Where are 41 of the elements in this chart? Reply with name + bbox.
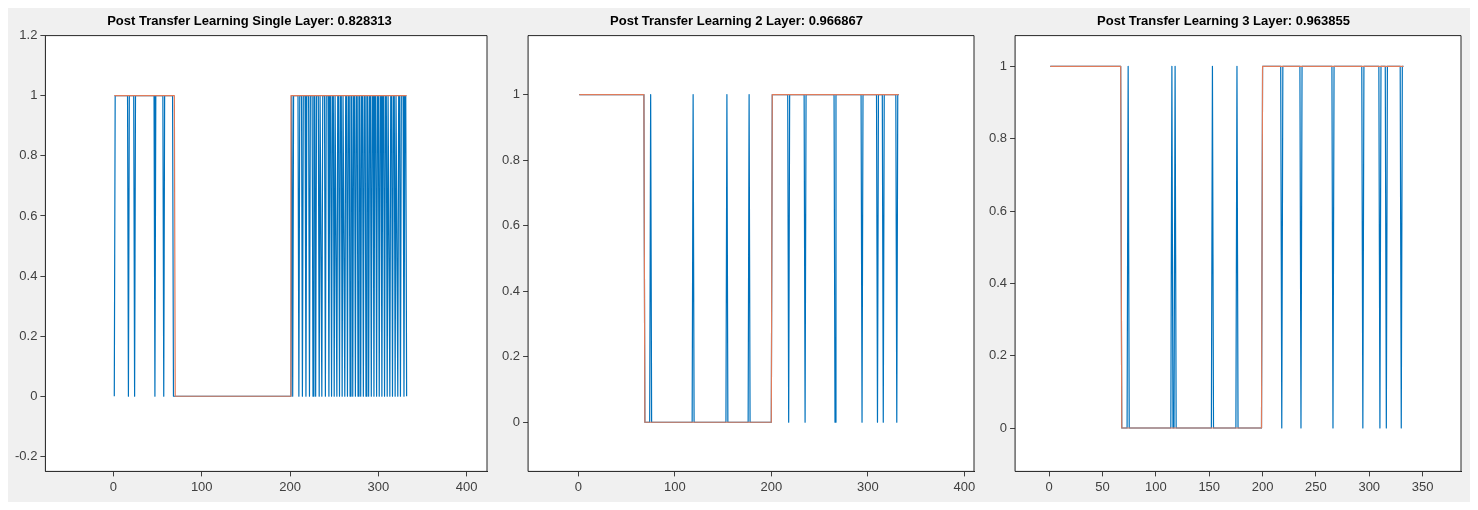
x-tick-label: 0 [1045, 478, 1053, 494]
y-tick-label: 0.4 [19, 267, 38, 283]
x-tick-label: 400 [953, 478, 976, 494]
x-tick-label: 0 [574, 478, 582, 494]
chart-title: Post Transfer Learning 3 Layer: 0.963855 [1097, 13, 1350, 29]
x-tick-label: 100 [190, 478, 213, 494]
y-tick-label: 0.8 [501, 151, 521, 167]
y-tick-label: 0.2 [501, 348, 521, 364]
x-tick-label: 300 [1358, 478, 1381, 494]
y-tick-label: 0 [999, 419, 1008, 435]
y-tick-label: 0.2 [19, 327, 38, 343]
x-tick-label: 150 [1198, 478, 1221, 494]
y-tick-label: 1 [30, 87, 38, 103]
y-tick-label: 0.4 [501, 282, 521, 298]
y-tick-label: 0.6 [501, 217, 521, 233]
x-tick-label: 0 [109, 478, 118, 494]
x-tick-label: 300 [856, 478, 879, 494]
chart-title: Post Transfer Learning 2 Layer: 0.966867 [610, 13, 863, 29]
y-tick-label: 0.8 [988, 130, 1008, 146]
x-tick-label: 400 [455, 478, 478, 494]
x-tick-label: 200 [279, 478, 301, 494]
x-tick-label: 250 [1305, 478, 1327, 494]
x-tick-label: 300 [367, 478, 390, 494]
chart-title: Post Transfer Learning Single Layer: 0.828313 [107, 13, 392, 29]
y-tick-label: 1 [512, 86, 521, 102]
x-tick-label: 350 [1411, 478, 1434, 494]
x-tick-label: 100 [663, 478, 686, 494]
y-tick-label: 0.6 [19, 207, 38, 223]
y-tick-label: 0.6 [988, 202, 1008, 218]
y-tick-label: 0 [30, 387, 38, 403]
y-tick-label: 0.4 [988, 274, 1008, 290]
y-tick-label: 1.2 [19, 27, 38, 43]
x-tick-label: 100 [1145, 478, 1167, 494]
x-tick-label: 50 [1095, 478, 1110, 494]
x-tick-label: 200 [760, 478, 783, 494]
y-tick-label: 0.8 [19, 147, 38, 163]
y-tick-label: 1 [999, 57, 1008, 73]
x-tick-label: 200 [1251, 478, 1274, 494]
y-tick-label: -0.2 [14, 447, 38, 463]
y-tick-label: 0.2 [988, 347, 1008, 363]
y-tick-label: 0 [512, 413, 521, 429]
